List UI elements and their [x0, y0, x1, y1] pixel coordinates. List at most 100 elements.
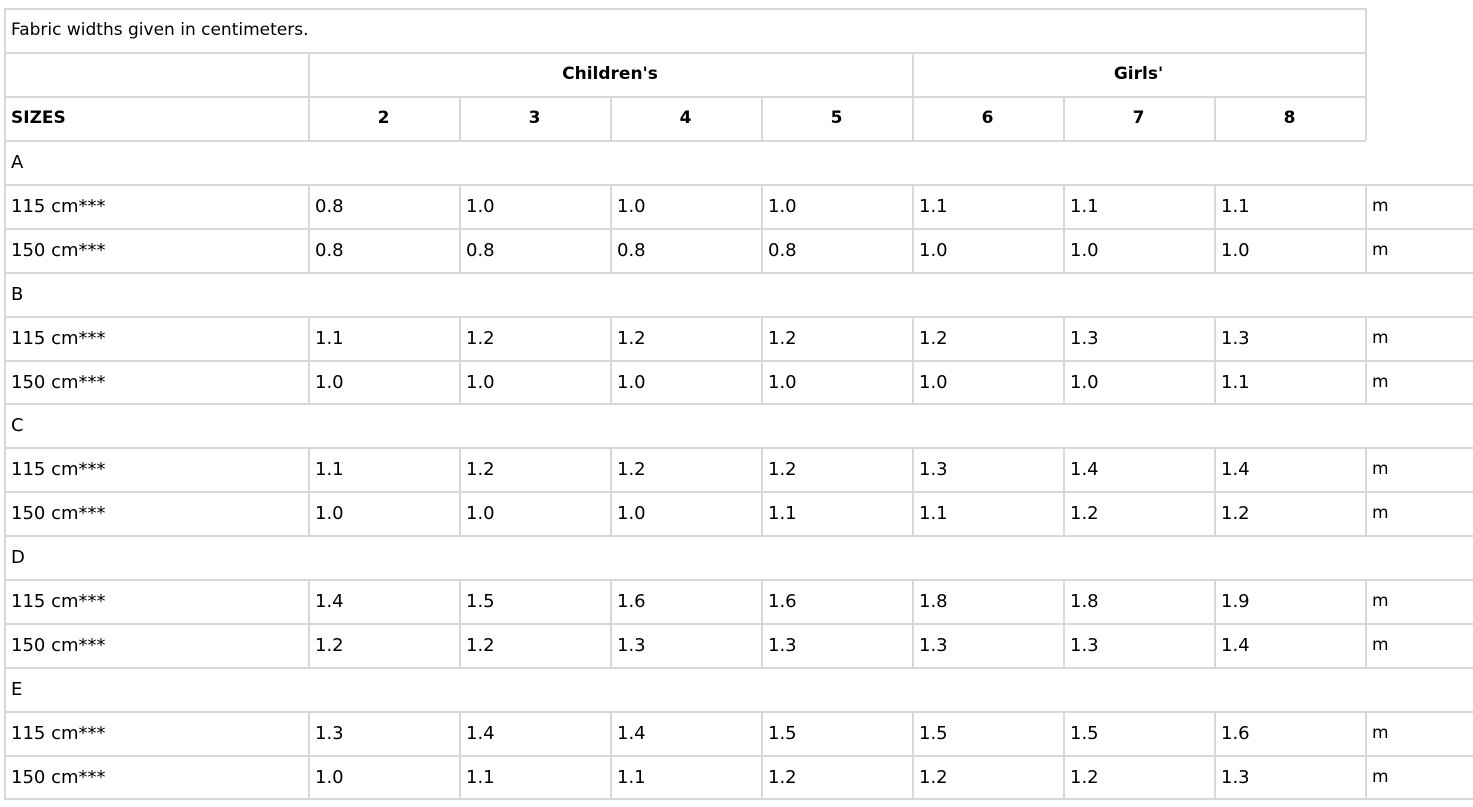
- column-divider: [1214, 228, 1216, 272]
- column-divider: [459, 447, 461, 491]
- yardage-value: 1.2: [1070, 766, 1099, 788]
- size-header: 5: [830, 108, 843, 128]
- row-divider: [4, 52, 1366, 54]
- group-childrens: Children's: [562, 64, 658, 84]
- size-header: 3: [528, 108, 541, 128]
- yardage-value: 1.2: [768, 458, 797, 480]
- yardage-value: 1.0: [1070, 371, 1099, 393]
- yardage-value: 1.6: [768, 590, 797, 612]
- column-divider: [459, 755, 461, 798]
- column-divider: [761, 623, 763, 667]
- yardage-value: 0.8: [768, 239, 797, 261]
- fabric-width-label: 115 cm***: [11, 590, 106, 612]
- column-divider: [761, 711, 763, 755]
- yardage-value: 1.5: [466, 590, 495, 612]
- column-divider: [1365, 228, 1367, 272]
- column-divider: [459, 184, 461, 228]
- unit-label: m: [1372, 767, 1389, 787]
- yardage-value: 1.0: [466, 371, 495, 393]
- column-divider: [1365, 316, 1367, 360]
- column-divider: [912, 755, 914, 798]
- column-divider: [1214, 447, 1216, 491]
- column-divider: [761, 316, 763, 360]
- column-divider: [1214, 491, 1216, 535]
- column-divider: [459, 316, 461, 360]
- yardage-value: 1.0: [466, 502, 495, 524]
- column-divider: [1063, 623, 1065, 667]
- yardage-value: 1.0: [315, 371, 344, 393]
- yardage-value: 1.3: [768, 634, 797, 656]
- yardage-value: 1.3: [1221, 766, 1250, 788]
- yardage-value: 1.0: [617, 195, 646, 217]
- table-left-border: [4, 8, 6, 800]
- column-divider: [912, 360, 914, 403]
- column-divider: [1214, 360, 1216, 403]
- column-divider: [308, 228, 310, 272]
- size-header: 7: [1132, 108, 1145, 128]
- yardage-value: 1.8: [919, 590, 948, 612]
- fabric-width-label: 115 cm***: [11, 722, 106, 744]
- column-divider: [308, 579, 310, 623]
- section-label: B: [11, 283, 24, 305]
- column-divider: [912, 579, 914, 623]
- column-divider: [1063, 755, 1065, 798]
- yardage-value: 1.5: [919, 722, 948, 744]
- fabric-width-label: 150 cm***: [11, 502, 106, 524]
- column-divider: [1365, 447, 1367, 491]
- column-divider: [761, 755, 763, 798]
- size-header: 6: [981, 108, 994, 128]
- yardage-value: 1.6: [617, 590, 646, 612]
- row-divider: [4, 96, 1366, 98]
- column-divider: [1063, 579, 1065, 623]
- column-divider: [1063, 360, 1065, 403]
- yardage-value: 1.1: [1221, 371, 1250, 393]
- column-divider: [1365, 360, 1367, 403]
- row-divider: [4, 798, 1473, 800]
- row-divider: [4, 535, 1473, 537]
- row-divider: [4, 667, 1473, 669]
- yardage-value: 0.8: [315, 239, 344, 261]
- yardage-value: 1.1: [315, 458, 344, 480]
- column-divider: [1365, 579, 1367, 623]
- yardage-value: 1.2: [919, 327, 948, 349]
- yardage-value: 1.3: [919, 634, 948, 656]
- column-divider: [459, 711, 461, 755]
- column-divider: [459, 623, 461, 667]
- column-divider: [912, 184, 914, 228]
- yardage-value: 1.9: [1221, 590, 1250, 612]
- yardage-value: 0.8: [466, 239, 495, 261]
- yardage-value: 1.2: [466, 634, 495, 656]
- column-divider: [308, 447, 310, 491]
- row-divider: [4, 140, 1366, 142]
- yardage-value: 1.0: [315, 766, 344, 788]
- yardage-value: 1.0: [768, 371, 797, 393]
- yardage-value: 1.1: [768, 502, 797, 524]
- size-header: 8: [1283, 108, 1296, 128]
- group-divider: [912, 52, 914, 140]
- unit-label: m: [1372, 328, 1389, 348]
- column-divider: [761, 491, 763, 535]
- column-divider: [1063, 447, 1065, 491]
- row-divider: [4, 579, 1473, 581]
- column-divider: [1365, 711, 1367, 755]
- column-divider: [459, 360, 461, 403]
- column-divider: [912, 491, 914, 535]
- column-divider: [610, 184, 612, 228]
- column-divider: [308, 711, 310, 755]
- row-divider: [4, 316, 1473, 318]
- column-divider: [610, 96, 612, 140]
- unit-label: m: [1372, 372, 1389, 392]
- yardage-value: 1.1: [315, 327, 344, 349]
- column-divider: [1365, 755, 1367, 798]
- column-divider: [1063, 711, 1065, 755]
- yardage-value: 1.0: [315, 502, 344, 524]
- row-divider: [4, 228, 1473, 230]
- yardage-value: 1.2: [768, 327, 797, 349]
- row-divider: [4, 8, 1366, 10]
- yardage-value: 1.2: [1221, 502, 1250, 524]
- column-divider: [308, 755, 310, 798]
- row-divider: [4, 623, 1473, 625]
- column-divider: [610, 447, 612, 491]
- yardage-value: 1.0: [1070, 239, 1099, 261]
- row-divider: [4, 491, 1473, 493]
